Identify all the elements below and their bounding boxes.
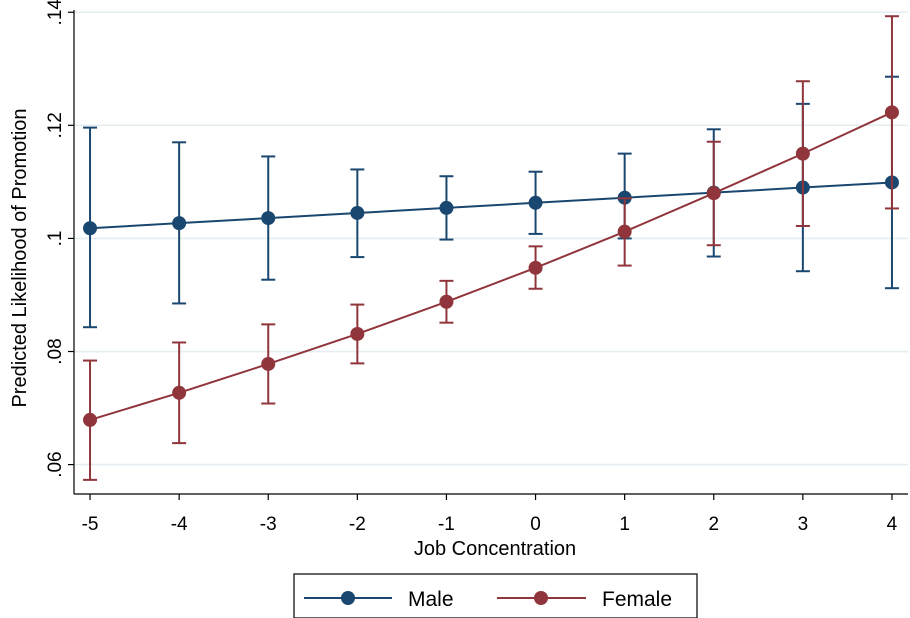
- x-axis-ticks: -5 -4 -3 -2 -1 0 1 2 3 4: [82, 494, 898, 535]
- y-axis-title: Predicted Likelihood of Promotion: [9, 108, 31, 407]
- female-point: [261, 356, 276, 371]
- legend-female-label: Female: [602, 588, 672, 611]
- x-tick-label: -3: [260, 514, 277, 535]
- female-point: [528, 260, 543, 275]
- legend: Male Female: [293, 573, 698, 618]
- x-tick-label: 2: [708, 514, 719, 535]
- x-tick-label: 0: [530, 514, 541, 535]
- female-point: [172, 385, 187, 400]
- y-tick-label: .14: [45, 0, 66, 25]
- female-point: [795, 146, 810, 161]
- y-tick-label: .08: [45, 338, 66, 364]
- gridlines: [74, 11, 908, 466]
- male-point: [439, 200, 454, 215]
- female-point: [884, 105, 899, 120]
- male-point: [350, 205, 365, 220]
- y-tick-label: .06: [45, 451, 66, 477]
- male-point: [172, 216, 187, 231]
- y-axis-ticks: .06 .08 .1 .12 .14: [45, 0, 74, 478]
- x-tick-label: -2: [349, 514, 366, 535]
- female-point: [350, 326, 365, 341]
- female-line: [89, 111, 893, 421]
- female-point: [439, 294, 454, 309]
- series-male: [83, 75, 899, 329]
- x-tick-label: -4: [171, 514, 188, 535]
- x-tick-label: 4: [887, 514, 898, 535]
- legend-box: [293, 573, 698, 618]
- y-tick-label: .12: [45, 112, 66, 138]
- plot-frame: [73, 10, 908, 495]
- y-tick-label: .1: [45, 231, 66, 247]
- x-tick-label: -1: [438, 514, 455, 535]
- female-point: [617, 224, 632, 239]
- female-point: [706, 186, 721, 201]
- x-tick-label: 3: [798, 514, 809, 535]
- legend-female-marker: [534, 591, 548, 605]
- legend-male-label: Male: [408, 588, 454, 611]
- male-line: [89, 181, 893, 230]
- male-point: [528, 195, 543, 210]
- series-female: [83, 15, 899, 481]
- x-tick-label: 1: [619, 514, 630, 535]
- female-point: [83, 412, 98, 427]
- x-axis-title: Job Concentration: [414, 538, 576, 560]
- x-tick-label: -5: [82, 514, 99, 535]
- male-point: [261, 211, 276, 226]
- male-point: [83, 221, 98, 236]
- legend-male-marker: [341, 591, 355, 605]
